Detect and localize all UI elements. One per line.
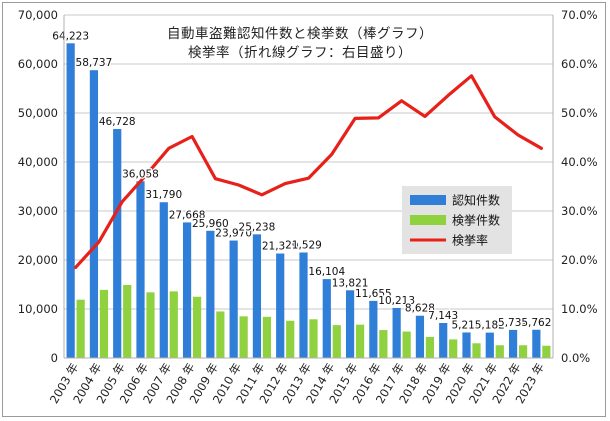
bar-認知件数 xyxy=(345,290,355,358)
bar-認知件数 xyxy=(66,43,75,358)
bar-data-label: 7,143 xyxy=(428,310,458,322)
y-left-tick-label: 40,000 xyxy=(18,155,58,169)
bar-検挙件数 xyxy=(216,311,225,358)
y-right-tick-label: 0.0% xyxy=(561,351,590,365)
bar-認知件数 xyxy=(113,129,122,358)
bar-data-label: 5,762 xyxy=(521,317,551,329)
y-right-tick-label: 20.0% xyxy=(561,253,598,267)
bar-data-label: 25,960 xyxy=(192,218,229,230)
bar-data-label: 27,668 xyxy=(169,209,206,221)
y-left-tick-label: 60,000 xyxy=(18,57,58,71)
bar-data-label: 31,790 xyxy=(145,189,182,201)
line-検挙率 xyxy=(73,74,544,269)
y-left-tick-label: 0 xyxy=(51,351,58,365)
bar-検挙件数 xyxy=(169,291,178,358)
bar-検挙件数 xyxy=(518,345,528,358)
bar-認知件数 xyxy=(322,279,331,358)
bar-検挙件数 xyxy=(146,292,155,358)
y-right-tick-label: 60.0% xyxy=(561,57,598,71)
bar-data-label: 36,058 xyxy=(122,168,159,180)
bar-認知件数 xyxy=(299,252,308,358)
bar-data-label: 5,210 xyxy=(451,319,481,331)
bar-data-label: 21,319 xyxy=(262,241,299,253)
bar-認知件数 xyxy=(369,300,378,358)
bar-data-label: 64,223 xyxy=(52,30,89,42)
bar-data-label: 11,655 xyxy=(355,288,392,300)
bar-認知件数 xyxy=(229,240,238,358)
bar-検挙件数 xyxy=(542,345,551,358)
bar-認知件数 xyxy=(415,315,425,358)
chart-title-line1: 自動車盗難認知件数と検挙数（棒グラフ） xyxy=(167,26,433,42)
bar-検挙件数 xyxy=(239,316,248,358)
bar-認知件数 xyxy=(532,329,541,358)
bar-data-label: 8,628 xyxy=(405,303,435,315)
bar-認知件数 xyxy=(485,332,494,358)
bar-検挙件数 xyxy=(262,316,272,358)
y-left-tick-label: 10,000 xyxy=(18,302,58,316)
bar-data-label: 46,728 xyxy=(99,116,136,128)
bar-検挙件数 xyxy=(309,319,318,358)
y-right-tick-label: 30.0% xyxy=(561,204,598,218)
bar-認知件数 xyxy=(136,181,145,358)
bar-検挙件数 xyxy=(99,289,109,358)
bar-検挙件数 xyxy=(379,330,388,358)
y-left-tick-label: 50,000 xyxy=(18,106,58,120)
bar-data-label: 16,104 xyxy=(308,266,345,278)
chart-title-line2: 検挙率（折れ線グラフ：右目盛り） xyxy=(188,45,412,61)
legend-label-検挙件数: 検挙件数 xyxy=(452,213,500,228)
bar-data-label: 21,529 xyxy=(285,240,322,252)
legend-label-検挙率: 検挙率 xyxy=(452,233,488,248)
bar-認知件数 xyxy=(439,322,448,358)
bar-検挙件数 xyxy=(192,296,202,358)
bar-認知件数 xyxy=(89,70,99,359)
bar-data-label: 10,213 xyxy=(378,295,415,307)
legend-swatch-認知件数 xyxy=(410,195,446,205)
y-left-tick-label: 70,000 xyxy=(18,8,58,22)
bar-data-label: 25,238 xyxy=(239,221,276,233)
bar-data-label: 5,182 xyxy=(475,320,505,332)
bar-data-label: 58,737 xyxy=(76,57,113,69)
bar-検挙件数 xyxy=(332,325,341,358)
bar-検挙件数 xyxy=(76,299,85,358)
bar-認知件数 xyxy=(252,234,262,358)
bar-data-label: 23,970 xyxy=(215,228,252,240)
bar-認知件数 xyxy=(276,253,285,358)
bar-検挙件数 xyxy=(402,331,411,358)
bar-data-label: 13,821 xyxy=(332,277,369,289)
chart-frame xyxy=(2,2,606,417)
legend-label-認知件数: 認知件数 xyxy=(452,193,500,208)
legend-swatch-検挙件数 xyxy=(410,215,446,225)
y-left-tick-label: 30,000 xyxy=(18,204,58,218)
bar-認知件数 xyxy=(206,230,215,358)
bar-認知件数 xyxy=(462,332,471,358)
y-right-tick-label: 50.0% xyxy=(561,106,598,120)
bar-認知件数 xyxy=(508,329,518,358)
y-right-tick-label: 10.0% xyxy=(561,302,598,316)
y-right-tick-label: 40.0% xyxy=(561,155,598,169)
bar-認知件数 xyxy=(392,307,401,358)
bar-検挙件数 xyxy=(425,336,435,358)
bar-検挙件数 xyxy=(286,320,295,358)
bar-data-label: 5,734 xyxy=(498,317,528,329)
bar-検挙件数 xyxy=(355,324,365,358)
bar-検挙件数 xyxy=(449,339,458,358)
bar-認知件数 xyxy=(182,222,192,358)
bar-認知件数 xyxy=(159,202,168,358)
y-left-tick-label: 20,000 xyxy=(18,253,58,267)
bar-検挙件数 xyxy=(495,345,504,358)
bar-検挙件数 xyxy=(472,343,481,358)
y-right-tick-label: 70.0% xyxy=(561,8,598,22)
bar-検挙件数 xyxy=(123,284,132,358)
